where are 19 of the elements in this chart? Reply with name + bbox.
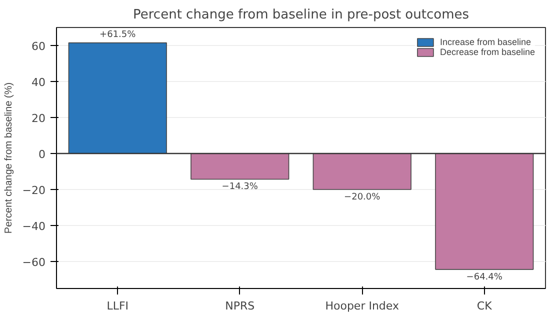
y-axis-title: Percent change from baseline (%): [3, 82, 14, 234]
x-tick-label: LLFI: [106, 300, 129, 312]
y-tick-label: −20: [22, 184, 46, 197]
x-tick-label: CK: [476, 300, 493, 312]
x-tick-label: NPRS: [225, 300, 255, 312]
y-tick-label: 60: [32, 40, 46, 53]
y-tick-label: 20: [32, 112, 46, 125]
data-label: −20.0%: [344, 192, 381, 202]
legend-label: Increase from baseline: [440, 37, 531, 47]
y-tick-label: 0: [38, 148, 46, 161]
legend-label: Decrease from baseline: [440, 47, 535, 57]
y-tick-label: −40: [22, 220, 46, 233]
x-tick-label: Hooper Index: [325, 300, 400, 312]
y-tick-label: 40: [32, 76, 46, 89]
data-label: +61.5%: [100, 30, 136, 40]
y-tick-label: −60: [22, 256, 46, 269]
data-label: −64.4%: [466, 272, 503, 282]
data-label: −14.3%: [222, 182, 258, 192]
chart-title: Percent change from baseline in pre-post outcomes: [132, 8, 470, 22]
